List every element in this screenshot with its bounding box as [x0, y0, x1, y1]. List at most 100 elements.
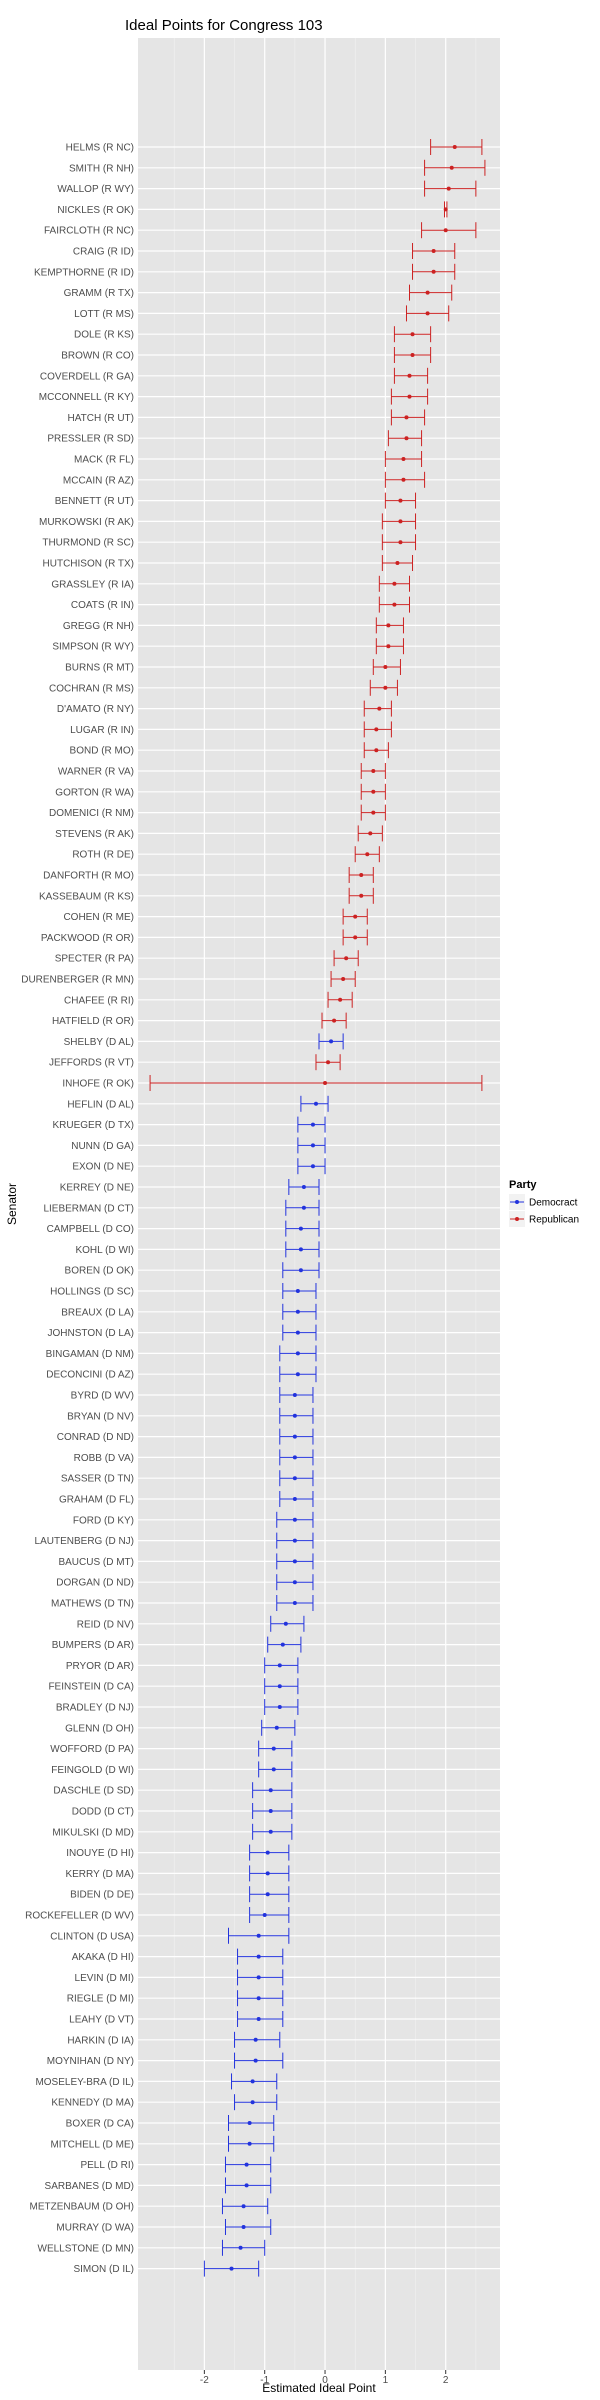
senator-mark — [375, 638, 404, 655]
ideal-point — [323, 1081, 328, 1085]
senator-label: STEVENS (R AK) — [55, 829, 134, 840]
ideal-point — [383, 665, 388, 669]
senator-mark — [348, 867, 374, 883]
senator-mark — [282, 1303, 317, 1320]
senator-mark — [224, 2219, 272, 2235]
senator-label: DECONCINI (D AZ) — [46, 1370, 134, 1381]
ideal-point — [359, 893, 364, 898]
ideal-point — [292, 1517, 297, 1522]
ideal-point — [298, 1247, 303, 1252]
ideal-point — [244, 2183, 249, 2188]
senator-mark — [276, 1532, 314, 1549]
ideal-point — [244, 2162, 249, 2167]
senator-mark — [221, 2239, 266, 2256]
senator-label: DOMENICI (R NM) — [49, 808, 134, 819]
senator-mark — [384, 451, 423, 467]
ideal-point — [253, 2037, 258, 2042]
senator-mark — [300, 1095, 329, 1112]
senator-mark — [443, 201, 448, 218]
ideal-point — [268, 1829, 273, 1834]
senator-label: EXON (D NE) — [72, 1162, 134, 1173]
ideal-point — [443, 228, 448, 233]
ideal-point — [241, 2204, 246, 2209]
senator-label: SARBANES (D MD) — [45, 2181, 134, 2192]
senator-label: BOXER (D CA) — [66, 2119, 134, 2130]
ideal-point — [292, 1393, 297, 1397]
senator-label: AKAKA (D HI) — [72, 1952, 134, 1963]
ideal-point — [298, 1226, 303, 1231]
x-tick-label: -2 — [200, 2375, 209, 2386]
senator-mark — [412, 243, 456, 259]
senator-mark — [264, 1657, 299, 1674]
senator-mark — [282, 1324, 317, 1341]
senator-mark — [234, 2052, 284, 2069]
ideal-point — [295, 1372, 300, 1377]
senator-mark — [363, 721, 392, 738]
senator-label: HATFIELD (R OR) — [52, 1016, 134, 1027]
senator-label: SIMON (D IL) — [73, 2264, 134, 2275]
senator-mark — [393, 367, 429, 384]
ideal-point — [401, 477, 406, 482]
senator-label: HOLLINGS (D SC) — [50, 1287, 134, 1298]
senator-label: KENNEDY (D MA) — [51, 2098, 134, 2109]
senator-label: BRYAN (D NV) — [67, 1411, 134, 1422]
senator-mark — [342, 908, 368, 925]
ideal-point — [292, 1497, 297, 1501]
senator-label: INHOFE (R OK) — [62, 1079, 134, 1090]
x-tick-label: 0 — [322, 2375, 328, 2386]
senator-mark — [279, 1470, 314, 1487]
senator-label: HEFLIN (D AL) — [67, 1099, 134, 1110]
senator-mark — [279, 1407, 314, 1424]
senator-mark — [234, 2094, 278, 2111]
senator-label: HARKIN (D IA) — [67, 2035, 134, 2046]
senator-label: RIEGLE (D MI) — [67, 1994, 134, 2005]
ideal-point — [229, 2266, 234, 2271]
senator-mark — [393, 347, 432, 363]
senator-mark — [279, 1491, 314, 1507]
senator-label: KOHL (D WI) — [75, 1245, 134, 1256]
senator-mark — [387, 430, 423, 447]
ideal-point — [341, 977, 346, 981]
ideal-point — [410, 332, 415, 337]
ideal-point — [395, 561, 400, 565]
senator-mark — [412, 263, 456, 280]
senator-label: HUTCHISON (R TX) — [43, 559, 134, 570]
x-tick-label: 2 — [443, 2375, 449, 2386]
senator-mark — [330, 971, 356, 987]
senator-mark — [228, 2115, 275, 2131]
senator-mark — [279, 1345, 317, 1362]
senator-label: FEINGOLD (D WI) — [51, 1765, 134, 1776]
ideal-point — [280, 1642, 285, 1647]
senator-mark — [375, 617, 404, 634]
senator-mark — [258, 1761, 293, 1778]
senator-label: ROCKEFELLER (D WV) — [25, 1911, 134, 1922]
senator-mark — [378, 575, 410, 592]
senator-label: JOHNSTON (D LA) — [48, 1328, 135, 1339]
senator-mark — [360, 763, 386, 779]
ideal-point — [292, 1538, 297, 1543]
senator-label: GRASSLEY (R IA) — [51, 579, 134, 590]
senator-label: COVERDELL (R GA) — [40, 371, 134, 382]
senator-mark — [149, 1075, 483, 1091]
ideal-point — [310, 1122, 315, 1127]
ideal-point — [256, 1954, 261, 1959]
legend-title: Party — [509, 1179, 537, 1191]
senator-mark — [258, 1740, 293, 1757]
ideal-point — [404, 436, 409, 441]
senator-mark — [276, 1595, 314, 1611]
senator-label: MCCONNELL (R KY) — [39, 392, 134, 403]
ideal-point — [353, 914, 358, 919]
senator-mark — [315, 1054, 341, 1071]
senator-mark — [252, 1823, 293, 1840]
senator-mark — [276, 1553, 314, 1570]
ideal-point — [310, 1164, 315, 1169]
senator-label: PELL (D RI) — [80, 2160, 134, 2171]
senator-label: FEINSTEIN (D CA) — [48, 1682, 134, 1693]
ideal-point — [274, 1725, 279, 1730]
ideal-point — [253, 2058, 258, 2063]
ideal-point — [241, 2225, 246, 2229]
ideal-point — [250, 2079, 255, 2084]
senator-mark — [279, 1449, 314, 1466]
ideal-point — [256, 1933, 261, 1938]
